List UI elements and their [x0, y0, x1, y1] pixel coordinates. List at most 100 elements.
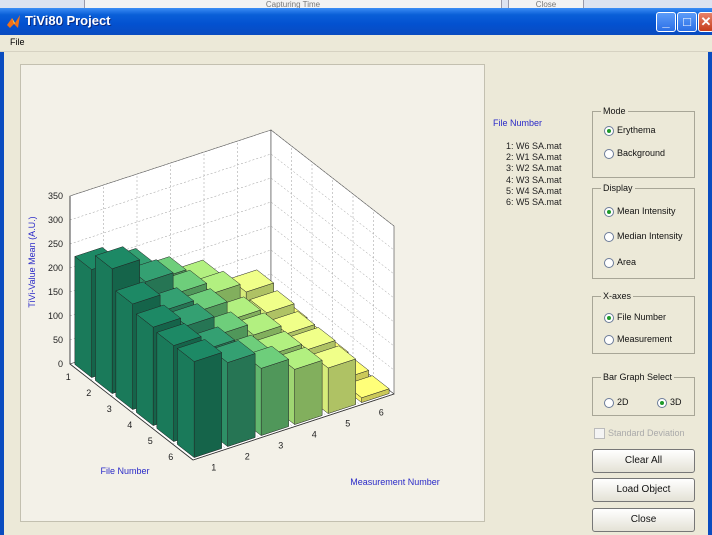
- z-tick-label: 300: [48, 215, 63, 225]
- radio-selected-icon: [604, 125, 614, 136]
- measurement-tick-label: 4: [312, 430, 317, 440]
- bar-face: [294, 360, 323, 425]
- bar-top: [344, 375, 390, 399]
- minimize-icon: _: [662, 14, 670, 29]
- radio-selected-icon: [604, 312, 614, 323]
- file-list-item: 4: W3 SA.mat: [506, 174, 562, 185]
- radio-erythema[interactable]: Erythema: [604, 124, 656, 138]
- standard-deviation-checkbox[interactable]: Standard Deviation: [594, 428, 685, 440]
- close-window-button[interactable]: ✕: [698, 12, 712, 32]
- z-axis-label: TiVi-Value Mean (A.U.): [27, 216, 37, 307]
- radio-median-intensity-label: Median Intensity: [617, 231, 683, 241]
- measurement-tick-label: 3: [278, 441, 283, 451]
- bar-face: [177, 347, 195, 459]
- chart-axes-panel: 0 50 100 150 200 250 300 350 1 2 3 4 5 6 1 2 3 4 5 6 TiVi-Va…: [20, 64, 485, 522]
- radio-file-number[interactable]: File Number: [604, 311, 666, 325]
- file-tick-label: 4: [127, 420, 132, 430]
- bar-top: [176, 339, 223, 362]
- maximize-icon: □: [683, 14, 691, 29]
- radio-unselected-icon: [604, 257, 614, 268]
- file-tick-label: 5: [148, 436, 153, 446]
- menu-bar: File: [0, 35, 712, 52]
- bar-top: [269, 311, 316, 334]
- checkbox-icon: [594, 428, 605, 440]
- bar-face: [156, 331, 174, 443]
- z-tick-label: 50: [53, 335, 63, 345]
- bar-top: [310, 345, 357, 369]
- bar-top: [210, 340, 256, 363]
- radio-unselected-icon: [604, 397, 614, 408]
- bar-face: [227, 353, 256, 447]
- bar-top: [148, 287, 195, 311]
- bar-top: [243, 345, 290, 369]
- radio-area-label: Area: [617, 257, 637, 267]
- file-list-item: 2: W1 SA.mat: [506, 152, 562, 163]
- file-axis-label: File Number: [100, 466, 149, 476]
- file-tick-label: 6: [168, 452, 173, 462]
- bar-top: [169, 303, 215, 327]
- measurement-tick-label: 1: [211, 463, 216, 473]
- clear-all-button[interactable]: Clear All: [592, 449, 695, 473]
- radio-mean-intensity-label: Mean Intensity: [617, 206, 676, 216]
- z-tick-label: 200: [48, 263, 63, 273]
- xaxes-group: X-axes: [592, 291, 695, 354]
- measurement-axis-line: [192, 393, 395, 461]
- radio-unselected-icon: [604, 334, 614, 345]
- bar-top: [236, 312, 282, 336]
- maximize-button[interactable]: □: [677, 12, 697, 32]
- bar-top: [128, 259, 174, 283]
- file-number-list: 1: W6 SA.mat 2: W1 SA.mat 3: W2 SA.mat 4…: [506, 141, 562, 208]
- close-icon: ✕: [700, 14, 712, 29]
- window-frame-left: [0, 35, 4, 535]
- xaxes-group-label: X-axes: [601, 291, 634, 302]
- file-list-item: 6: W5 SA.mat: [506, 197, 562, 208]
- bar-top: [135, 304, 182, 328]
- file-list-item: 5: W4 SA.mat: [506, 185, 562, 196]
- bar-face: [327, 358, 356, 414]
- bar-top: [277, 346, 323, 370]
- radio-file-number-label: File Number: [617, 312, 667, 322]
- radio-area[interactable]: Area: [604, 256, 636, 270]
- radio-median-intensity[interactable]: Median Intensity: [604, 230, 683, 244]
- minimize-button[interactable]: _: [656, 12, 676, 32]
- measurement-axis-label: Measurement Number: [350, 477, 440, 487]
- bar-top: [290, 327, 336, 350]
- window-frame-right: [708, 35, 712, 535]
- radio-2d-label: 2D: [617, 397, 629, 407]
- bar-top: [228, 269, 275, 293]
- display-group-label: Display: [601, 183, 635, 194]
- mode-group-label: Mode: [601, 106, 628, 117]
- close-button[interactable]: Close: [592, 508, 695, 532]
- display-group: Display: [592, 183, 695, 279]
- menu-file[interactable]: File: [10, 37, 25, 47]
- window-title: TiVi80 Project: [25, 13, 111, 28]
- bar-top: [249, 290, 295, 314]
- file-axis-line: [69, 363, 194, 461]
- radio-measurement-label: Measurement: [617, 334, 673, 344]
- measurement-tick-label: 6: [379, 408, 384, 418]
- file-number-title: File Number: [493, 118, 543, 128]
- file-tick-label: 1: [66, 372, 71, 382]
- mode-group: Mode: [592, 106, 695, 178]
- measurement-tick-label: 5: [345, 419, 350, 429]
- radio-selected-icon: [604, 206, 614, 217]
- radio-3d[interactable]: 3D: [657, 396, 682, 410]
- z-tick-label: 150: [48, 287, 63, 297]
- file-list-item: 1: W6 SA.mat: [506, 141, 562, 151]
- load-object-button[interactable]: Load Object: [592, 478, 695, 502]
- z-tick-label: 350: [48, 191, 63, 201]
- radio-selected-icon: [657, 397, 667, 408]
- radio-background[interactable]: Background: [604, 147, 665, 161]
- radio-measurement[interactable]: Measurement: [604, 333, 672, 347]
- radio-background-label: Background: [617, 148, 666, 158]
- bar-top: [115, 281, 161, 305]
- radio-unselected-icon: [604, 231, 614, 242]
- z-tick-label: 100: [48, 311, 63, 321]
- window-titlebar[interactable]: TiVi80 Project _ □ ✕: [0, 8, 712, 35]
- radio-2d[interactable]: 2D: [604, 396, 629, 410]
- radio-mean-intensity[interactable]: Mean Intensity: [604, 205, 676, 219]
- radio-3d-label: 3D: [670, 397, 682, 407]
- bar-top: [161, 269, 208, 293]
- bar-chart-3d: 0 50 100 150 200 250 300 350 1 2 3 4 5 6 1 2 3 4 5 6 TiVi-Va…: [27, 129, 440, 487]
- bar-face: [136, 313, 154, 427]
